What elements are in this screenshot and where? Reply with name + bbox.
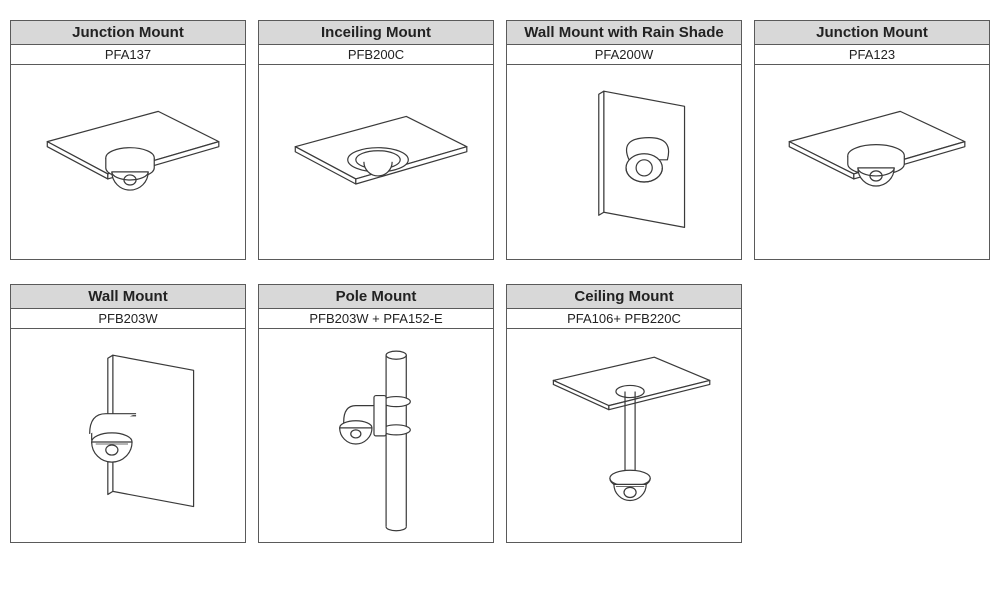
card-wall-rain-pfa200w: Wall Mount with Rain Shade PFA200W (506, 20, 742, 260)
figure-junction-ceiling (11, 65, 245, 259)
figure-wall-rain-shade (507, 65, 741, 259)
card-title: Wall Mount (11, 285, 245, 309)
card-title: Junction Mount (11, 21, 245, 45)
figure-junction-ceiling-2 (755, 65, 989, 259)
card-title: Wall Mount with Rain Shade (507, 21, 741, 45)
figure-inceiling (259, 65, 493, 259)
card-inceiling-pfb200c: Inceiling Mount PFB200C (258, 20, 494, 260)
figure-pole (259, 329, 493, 543)
card-model: PFA137 (11, 45, 245, 65)
card-junction-pfa137: Junction Mount PFA137 (10, 20, 246, 260)
figure-wall (11, 329, 245, 543)
card-model: PFA123 (755, 45, 989, 65)
card-model: PFB203W (11, 309, 245, 329)
mount-grid: Junction Mount PFA137 (10, 20, 990, 543)
figure-pendant (507, 329, 741, 543)
card-pole-pfb203w-pfa152e: Pole Mount PFB203W + PFA152-E (258, 284, 494, 544)
card-junction-pfa123: Junction Mount PFA123 (754, 20, 990, 260)
card-ceiling-pfa106-pfb220c: Ceiling Mount PFA106+ PFB220C (506, 284, 742, 544)
card-title: Inceiling Mount (259, 21, 493, 45)
card-model: PFB203W + PFA152-E (259, 309, 493, 329)
card-model: PFA106+ PFB220C (507, 309, 741, 329)
card-wall-pfb203w: Wall Mount PFB203W (10, 284, 246, 544)
card-title: Junction Mount (755, 21, 989, 45)
card-title: Pole Mount (259, 285, 493, 309)
card-model: PFA200W (507, 45, 741, 65)
card-model: PFB200C (259, 45, 493, 65)
card-title: Ceiling Mount (507, 285, 741, 309)
